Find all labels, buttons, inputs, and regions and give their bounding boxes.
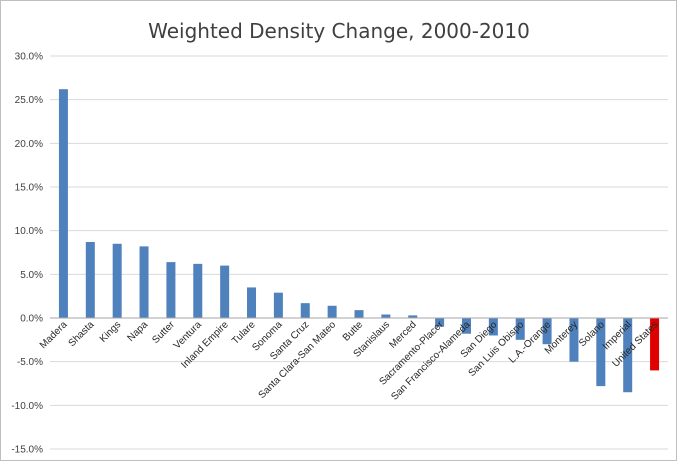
bar-inland-empire bbox=[220, 265, 230, 318]
bar-santa-cruz bbox=[300, 303, 310, 318]
y-tick-label: 5.0% bbox=[20, 270, 43, 281]
category-label: Kings bbox=[98, 319, 123, 344]
bar-sonoma bbox=[273, 292, 283, 318]
bar-sacramento-placer bbox=[435, 318, 445, 327]
bar-shasta bbox=[85, 242, 95, 318]
bar-san-luis-obispo bbox=[515, 318, 525, 340]
bar-sutter bbox=[166, 262, 176, 318]
bar-santa-clara-san-mateo bbox=[327, 305, 337, 318]
bar-merced bbox=[408, 315, 418, 318]
bar-butte bbox=[354, 310, 364, 318]
y-tick-label: 10.0% bbox=[15, 226, 43, 237]
y-tick-label: -5.0% bbox=[17, 357, 43, 368]
y-tick-label: -10.0% bbox=[11, 401, 43, 412]
bar-stanislaus bbox=[381, 314, 391, 318]
y-tick-label: 25.0% bbox=[15, 95, 43, 106]
y-tick-label: 0.0% bbox=[20, 314, 43, 325]
bars bbox=[58, 89, 660, 393]
bar-l-a-orange bbox=[542, 318, 552, 345]
category-label: Shasta bbox=[67, 319, 97, 349]
category-label: Napa bbox=[125, 319, 150, 344]
bar-napa bbox=[139, 246, 149, 318]
y-axis-tick-labels: 30.0% 25.0% 20.0% 15.0% 10.0% 5.0% 0.0% -5.0% -1… bbox=[11, 52, 43, 456]
bar-solano bbox=[596, 318, 606, 387]
bar-imperial bbox=[623, 318, 633, 393]
y-tick-label: 20.0% bbox=[15, 139, 43, 150]
bar-ventura bbox=[193, 263, 203, 318]
y-tick-label: 15.0% bbox=[15, 183, 43, 194]
y-tick-label: 30.0% bbox=[15, 52, 43, 63]
bar-madera bbox=[58, 89, 68, 318]
category-label: Butte bbox=[341, 319, 366, 344]
y-tick-label: -15.0% bbox=[11, 445, 43, 456]
bar-san-francisco-alameda bbox=[461, 318, 471, 334]
bar-kings bbox=[112, 243, 122, 318]
category-label: Inland Empire bbox=[179, 319, 231, 371]
bar-san-diego bbox=[488, 318, 498, 336]
chart-title: Weighted Density Change, 2000-2010 bbox=[148, 19, 530, 43]
bar-tulare bbox=[247, 287, 257, 318]
bar-monterey bbox=[569, 318, 579, 362]
bar-united-states bbox=[650, 318, 660, 371]
